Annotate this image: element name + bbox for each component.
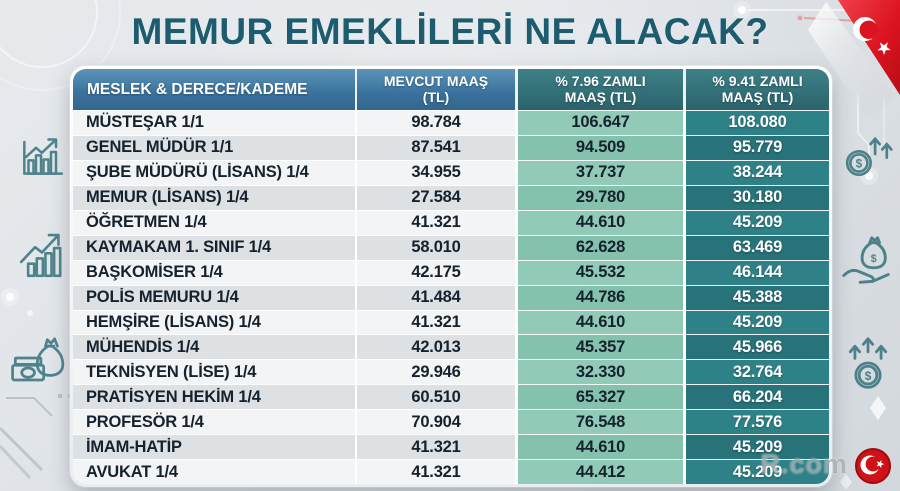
table-row: PRATİSYEN HEKİM 1/4 60.510 65.327 66.204 — [73, 384, 829, 410]
svg-text:$: $ — [856, 158, 863, 171]
raise-941-cell: 46.144 — [683, 259, 829, 285]
table-row: BAŞKOMİSER 1/4 42.175 45.532 46.144 — [73, 259, 829, 285]
raise-941-cell: 30.180 — [683, 184, 829, 210]
profession-cell: İMAM-HATİP — [73, 434, 355, 460]
current-salary-cell: 42.175 — [355, 259, 515, 285]
profession-cell: TEKNİSYEN (LİSE) 1/4 — [73, 359, 355, 385]
hand-money-bag-icon: $ — [842, 236, 890, 284]
current-salary-cell: 60.510 — [355, 384, 515, 410]
table-rows: MÜSTEŞAR 1/1 98.784 106.647 108.080 GENEL MÜ… — [73, 110, 829, 484]
current-salary-cell: 41.321 — [355, 309, 515, 335]
column-header: % 9.41 ZAMLI MAAŞ (TL) — [683, 69, 829, 110]
raise-941-cell: 77.576 — [683, 409, 829, 435]
page-title: MEMUR EMEKLİLERİ NE ALACAK? — [131, 11, 769, 52]
raise-796-cell: 44.610 — [515, 434, 683, 460]
column-header: % 7.96 ZAMLI MAAŞ (TL) — [515, 69, 683, 110]
table-row: GENEL MÜDÜR 1/1 87.541 94.509 95.779 — [73, 134, 829, 160]
table-row: MÜSTEŞAR 1/1 98.784 106.647 108.080 — [73, 110, 829, 135]
table-row: MEMUR (LİSANS) 1/4 27.584 29.780 30.180 — [73, 184, 829, 210]
table-row: AVUKAT 1/4 41.321 44.412 45.209 — [73, 459, 829, 484]
table-row: ŞUBE MÜDÜRÜ (LİSANS) 1/4 34.955 37.737 38.2… — [73, 159, 829, 185]
profession-cell: KAYMAKAM 1. SINIF 1/4 — [73, 234, 355, 260]
current-salary-cell: 41.321 — [355, 459, 515, 484]
profession-cell: MÜSTEŞAR 1/1 — [73, 110, 355, 135]
raise-796-cell: 29.780 — [515, 184, 683, 210]
profession-cell: BAŞKOMİSER 1/4 — [73, 259, 355, 285]
raise-941-cell: 32.764 — [683, 359, 829, 385]
profession-cell: AVUKAT 1/4 — [73, 459, 355, 484]
raise-796-cell: 65.327 — [515, 384, 683, 410]
turkish-flag-corner-icon — [808, 0, 900, 120]
raise-796-cell: 62.628 — [515, 234, 683, 260]
raise-941-cell: 45.388 — [683, 284, 829, 310]
raise-941-cell: 45.966 — [683, 334, 829, 360]
table-row: KAYMAKAM 1. SINIF 1/4 58.010 62.628 63.469 — [73, 234, 829, 260]
profession-cell: PROFESÖR 1/4 — [73, 409, 355, 435]
current-salary-cell: 70.904 — [355, 409, 515, 435]
current-salary-cell: 41.484 — [355, 284, 515, 310]
table-row: POLİS MEMURU 1/4 41.484 44.786 45.388 — [73, 284, 829, 310]
watermark-text: R.com — [760, 449, 848, 479]
raise-941-cell: 45.209 — [683, 459, 829, 484]
raise-941-cell: 45.209 — [683, 209, 829, 235]
current-salary-cell: 42.013 — [355, 334, 515, 360]
current-salary-cell: 41.321 — [355, 209, 515, 235]
growth-bars-arrow-icon — [19, 233, 62, 278]
profession-cell: HEMŞİRE (LİSANS) 1/4 — [73, 309, 355, 335]
svg-text:$: $ — [871, 253, 877, 265]
raise-796-cell: 106.647 — [515, 110, 683, 135]
current-salary-cell: 27.584 — [355, 184, 515, 210]
raise-796-cell: 44.786 — [515, 284, 683, 310]
table-row: İMAM-HATİP 41.321 44.610 45.209 — [73, 434, 829, 460]
raise-796-cell: 44.412 — [515, 459, 683, 484]
profession-cell: MÜHENDİS 1/4 — [73, 334, 355, 360]
raise-796-cell: 76.548 — [515, 409, 683, 435]
bar-chart-rising-arrow-icon — [23, 138, 64, 175]
profession-cell: MEMUR (LİSANS) 1/4 — [73, 184, 355, 210]
current-salary-cell: 98.784 — [355, 110, 515, 135]
raise-796-cell: 94.509 — [515, 134, 683, 160]
profession-cell: POLİS MEMURU 1/4 — [73, 284, 355, 310]
dollar-coin-up-arrows-icon: $ — [845, 137, 893, 177]
salary-table-inner: MESLEK & DERECE/KADEME MEVCUT MAAŞ (TL)% 7… — [73, 69, 829, 484]
raise-796-cell: 44.610 — [515, 209, 683, 235]
raise-941-cell: 108.080 — [683, 110, 829, 135]
profession-cell: PRATİSYEN HEKİM 1/4 — [73, 384, 355, 410]
raise-941-cell: 38.244 — [683, 159, 829, 185]
raise-941-cell: 45.209 — [683, 309, 829, 335]
raise-796-cell: 37.737 — [515, 159, 683, 185]
turkish-flag-roundel-icon — [855, 448, 891, 484]
raise-796-cell: 44.610 — [515, 309, 683, 335]
current-salary-cell: 29.946 — [355, 359, 515, 385]
table-header-row: MESLEK & DERECE/KADEME MEVCUT MAAŞ (TL)% 7… — [73, 69, 829, 110]
profession-cell: ŞUBE MÜDÜRÜ (LİSANS) 1/4 — [73, 159, 355, 185]
raise-796-cell: 45.532 — [515, 259, 683, 285]
raise-941-cell: 95.779 — [683, 134, 829, 160]
table-row: TEKNİSYEN (LİSE) 1/4 29.946 32.330 32.764 — [73, 359, 829, 385]
raise-796-cell: 32.330 — [515, 359, 683, 385]
table-row: ÖĞRETMEN 1/4 41.321 44.610 45.209 — [73, 209, 829, 235]
current-salary-cell: 41.321 — [355, 434, 515, 460]
salary-table: MESLEK & DERECE/KADEME MEVCUT MAAŞ (TL)% 7… — [70, 66, 832, 487]
current-salary-cell: 58.010 — [355, 234, 515, 260]
money-bag-banknotes-icon — [11, 337, 65, 382]
table-row: MÜHENDİS 1/4 42.013 45.357 45.966 — [73, 334, 829, 360]
dollar-coin-triple-arrows-icon: $ — [848, 337, 888, 389]
column-header: MESLEK & DERECE/KADEME — [73, 69, 355, 110]
current-salary-cell: 34.955 — [355, 159, 515, 185]
raise-941-cell: 66.204 — [683, 384, 829, 410]
svg-text:$: $ — [865, 369, 872, 383]
column-header: MEVCUT MAAŞ (TL) — [355, 69, 515, 110]
raise-796-cell: 45.357 — [515, 334, 683, 360]
profession-cell: GENEL MÜDÜR 1/1 — [73, 134, 355, 160]
raise-941-cell: 45.209 — [683, 434, 829, 460]
table-row: PROFESÖR 1/4 70.904 76.548 77.576 — [73, 409, 829, 435]
raise-941-cell: 63.469 — [683, 234, 829, 260]
profession-cell: ÖĞRETMEN 1/4 — [73, 209, 355, 235]
table-row: HEMŞİRE (LİSANS) 1/4 41.321 44.610 45.209 — [73, 309, 829, 335]
current-salary-cell: 87.541 — [355, 134, 515, 160]
